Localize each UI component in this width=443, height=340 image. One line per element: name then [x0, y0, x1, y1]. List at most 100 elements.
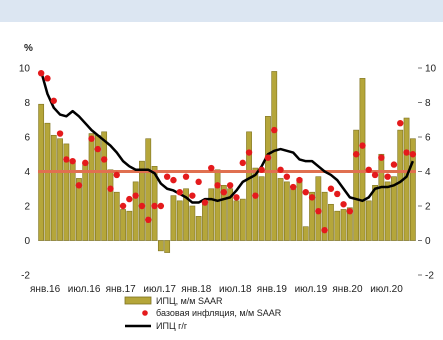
cpi-yoy-line: [39, 71, 415, 204]
core-point: [82, 159, 89, 167]
core-point: [245, 149, 253, 156]
core-point: [315, 207, 322, 215]
right-tick-label: 6: [425, 133, 431, 144]
bar: [328, 203, 334, 241]
left-tick-label: 10: [19, 64, 31, 75]
core-point: [271, 126, 278, 134]
core-point: [75, 182, 83, 189]
bar: [258, 176, 265, 241]
x-tick-label: янв.17: [106, 284, 137, 295]
x-tick-label: янв.20: [332, 284, 363, 295]
x-tick-label: янв.16: [30, 284, 61, 295]
left-tick-label: -2: [21, 271, 30, 282]
core-point: [378, 154, 385, 161]
core-point: [365, 166, 372, 173]
core-point: [289, 183, 297, 191]
core-point: [56, 130, 64, 137]
core-point: [296, 176, 303, 184]
core-point: [371, 171, 379, 179]
right-axis-ticks: 10 8 6 4 2 0 -2: [418, 64, 437, 282]
bar: [239, 198, 246, 241]
core-point: [88, 135, 95, 142]
core-point: [94, 145, 102, 153]
core-point: [201, 199, 209, 206]
x-tick-label: июл.17: [143, 284, 176, 295]
core-point: [126, 195, 133, 203]
bar: [202, 203, 208, 241]
bar: [409, 138, 416, 241]
bar: [126, 210, 133, 241]
bar: [69, 160, 76, 241]
core-point: [189, 192, 196, 199]
right-tick-label: 2: [425, 202, 431, 213]
bar: [220, 185, 227, 241]
core-point: [302, 189, 309, 196]
left-tick-label: 4: [24, 167, 30, 178]
bar: [372, 185, 378, 241]
core-point: [69, 157, 76, 165]
core-point: [346, 207, 354, 215]
core-point: [63, 156, 70, 163]
right-tick-label: -2: [425, 271, 434, 282]
core-point: [264, 154, 272, 161]
cpi-mm-bars: [38, 71, 416, 253]
bar: [107, 169, 114, 241]
core-point: [176, 189, 183, 196]
bar: [195, 216, 202, 241]
core-point: [409, 151, 417, 158]
bar: [50, 134, 57, 241]
core-point: [170, 176, 177, 184]
core-point: [397, 120, 404, 127]
bar: [157, 240, 164, 252]
right-tick-label: 0: [425, 236, 431, 247]
core-point: [239, 159, 246, 167]
bar: [321, 191, 328, 241]
core-point: [132, 192, 139, 199]
left-tick-label: 6: [24, 133, 30, 144]
x-tick-label: июл.20: [370, 284, 403, 295]
bar: [334, 210, 341, 241]
x-tick-label: янв.18: [181, 284, 212, 295]
bar: [139, 160, 145, 241]
bar: [44, 122, 51, 241]
legend-bar-label: ИПЦ, м/м SAAR: [156, 296, 223, 306]
core-point: [327, 185, 335, 192]
core-point: [384, 173, 391, 180]
x-tick-label: янв.19: [257, 284, 288, 295]
bar: [101, 131, 108, 241]
core-point: [359, 142, 366, 149]
bar: [88, 133, 95, 241]
bar: [277, 178, 284, 241]
bar: [283, 181, 290, 241]
y-axis-unit: %: [24, 43, 33, 54]
bar: [113, 191, 120, 241]
core-point: [258, 166, 265, 173]
bar: [227, 188, 234, 241]
core-point: [252, 192, 259, 199]
core-point: [283, 173, 291, 180]
bar: [290, 188, 297, 241]
left-tick-label: 0: [24, 236, 30, 247]
core-point: [107, 185, 114, 192]
core-point: [321, 226, 328, 234]
bar: [164, 240, 171, 253]
bar: [132, 181, 139, 241]
right-tick-label: 10: [425, 64, 437, 75]
core-point: [340, 201, 347, 208]
core-point: [220, 189, 228, 196]
bar: [82, 162, 89, 241]
bar: [214, 169, 221, 241]
left-axis-ticks: 10 8 6 4 2 0 -2: [19, 64, 31, 282]
core-point: [390, 161, 398, 168]
core-point: [226, 182, 234, 189]
left-tick-label: 2: [24, 202, 30, 213]
core-point: [163, 173, 171, 180]
bar: [353, 129, 360, 241]
bar: [271, 71, 278, 241]
core-point: [233, 194, 240, 201]
core-point: [37, 69, 45, 77]
bar: [265, 116, 271, 241]
legend-line-label: ИПЦ г/г: [156, 321, 188, 331]
left-tick-label: 8: [24, 98, 30, 109]
